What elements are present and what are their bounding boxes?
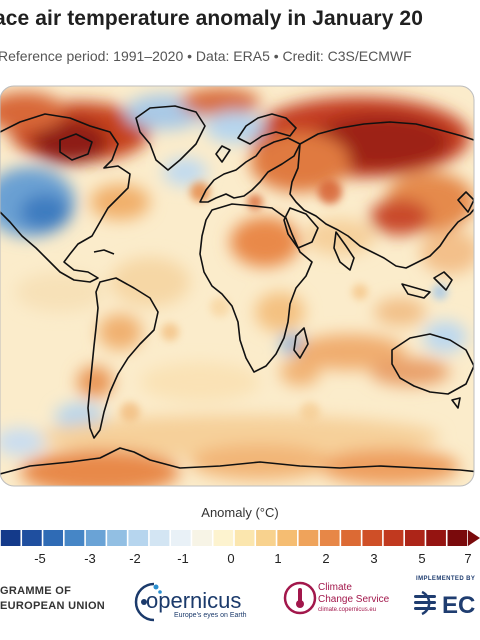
north-america-outline — [0, 113, 131, 283]
greenland-outline — [135, 105, 206, 171]
eu-programme-logo: GRAMME OF EUROPEAN UNION — [0, 584, 105, 614]
color-scale-swatch — [234, 530, 255, 546]
color-scale-swatch — [192, 530, 212, 546]
legend-tick: 7 — [464, 551, 472, 566]
legend-tick: 3 — [370, 551, 378, 566]
color-scale-swatch — [277, 530, 298, 546]
color-scale-swatch — [213, 530, 234, 546]
color-scale-swatch — [43, 530, 64, 546]
color-scale-swatch — [341, 530, 361, 546]
color-scale-swatch — [107, 530, 127, 546]
c3s-line-1: Climate — [318, 582, 352, 593]
ecmwf-logo-icon: EC — [414, 590, 475, 618]
copernicus-name: opernicus — [146, 588, 242, 613]
color-scale-arrow — [468, 530, 480, 546]
color-scale-swatch — [319, 530, 340, 546]
legend-tick: -2 — [129, 551, 141, 566]
color-scale-bar — [0, 530, 480, 546]
color-scale-swatch — [64, 530, 85, 546]
ecmwf-name: EC — [442, 592, 475, 618]
asia-outline — [289, 121, 474, 269]
africa-outline — [199, 203, 313, 373]
legend-tick: 0 — [227, 551, 235, 566]
color-scale-swatch — [447, 530, 468, 546]
australia-outline — [391, 333, 474, 395]
europe-outline — [199, 137, 301, 203]
c3s-url: climate.copernicus.eu — [318, 607, 377, 613]
color-scale-swatch — [128, 530, 149, 546]
map-frame — [0, 85, 475, 487]
eu-line-2: EUROPEAN UNION — [0, 600, 106, 612]
c3s-name: Climate Change Service — [318, 582, 389, 606]
legend-tick: -5 — [34, 551, 46, 566]
color-scale-swatch — [0, 530, 21, 546]
copernicus-tagline: Europe's eyes on Earth — [174, 612, 247, 619]
ecmwf-implemented-by: IMPLEMENTED BY — [416, 576, 476, 582]
color-scale-swatch — [426, 530, 446, 546]
climate-change-service-logo-icon — [283, 581, 317, 615]
page-subtitle: Reference period: 1991–2020 • Data: ERA5… — [0, 48, 412, 64]
color-scale-swatch — [85, 530, 106, 546]
color-scale-swatch — [22, 530, 42, 546]
south-america-outline — [87, 277, 159, 439]
color-scale-swatch — [298, 530, 319, 546]
legend-tick: 2 — [322, 551, 330, 566]
eu-line-1: GRAMME OF — [0, 585, 72, 597]
coastlines — [0, 105, 474, 475]
legend-title: Anomaly (°C) — [201, 505, 279, 520]
legend-tick: -3 — [84, 551, 96, 566]
legend-tick: 1 — [274, 551, 282, 566]
color-scale-swatch — [404, 530, 425, 546]
legend-tick: 5 — [418, 551, 426, 566]
temperature-anomaly-map — [0, 85, 475, 487]
page-title: ace air temperature anomaly in January 2… — [0, 7, 423, 30]
antarctica-outline — [0, 447, 474, 475]
c3s-line-2: Change Service — [318, 594, 390, 605]
copernicus-logo-icon — [134, 582, 162, 622]
color-scale-swatch — [170, 530, 191, 546]
color-scale-swatch — [383, 530, 404, 546]
legend-tick: -1 — [177, 551, 189, 566]
speckle-field — [120, 180, 448, 422]
color-scale-swatch — [362, 530, 383, 546]
color-scale-swatch — [149, 530, 170, 546]
color-scale-swatch — [256, 530, 276, 546]
